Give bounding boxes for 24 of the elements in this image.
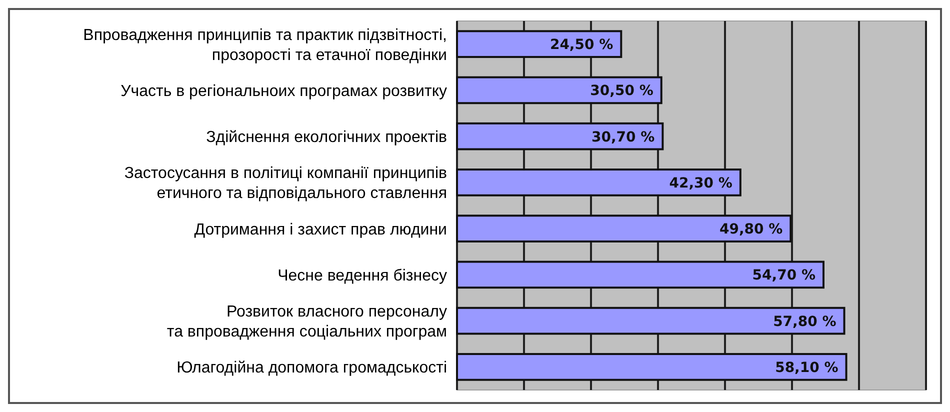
data-label: 57,80 %	[773, 314, 836, 330]
bar	[456, 76, 662, 104]
data-label: 24,50 %	[550, 37, 614, 54]
bar	[456, 260, 824, 289]
bar	[456, 122, 664, 150]
data-label: 30,50 %	[590, 83, 654, 100]
y-tick-label: Розвиток власного персоналу та впровадження соціальних програм	[166, 304, 447, 341]
bar	[456, 306, 846, 335]
bar	[456, 30, 622, 58]
y-tick-label: Здійснення екологічних проектів	[206, 129, 447, 146]
bar	[456, 353, 848, 381]
data-label: 42,30 %	[669, 175, 732, 192]
bar	[456, 214, 792, 242]
y-tick-label: Впровадження принципів та практик підзвітності, прозорості та етачної поведінки	[83, 26, 447, 64]
y-tick-label: Дотримання і захист прав людини	[194, 221, 447, 238]
y-tick-label: Юлагодійна допомога громадськості	[176, 360, 447, 377]
y-tick-label: Чесне ведення бізнесу	[278, 267, 447, 284]
data-label: 54,70 %	[752, 268, 816, 284]
y-tick-label: Участь в регіональноих програмах розвитку	[120, 82, 447, 100]
data-label: 30,70 %	[592, 129, 655, 146]
y-tick-label: Застосусання в політиці компанії принципів етичного та відповідального ставлення	[124, 165, 447, 202]
data-label: 58,10 %	[775, 360, 838, 376]
bar	[456, 168, 742, 196]
data-label: 49,80 %	[719, 222, 783, 238]
